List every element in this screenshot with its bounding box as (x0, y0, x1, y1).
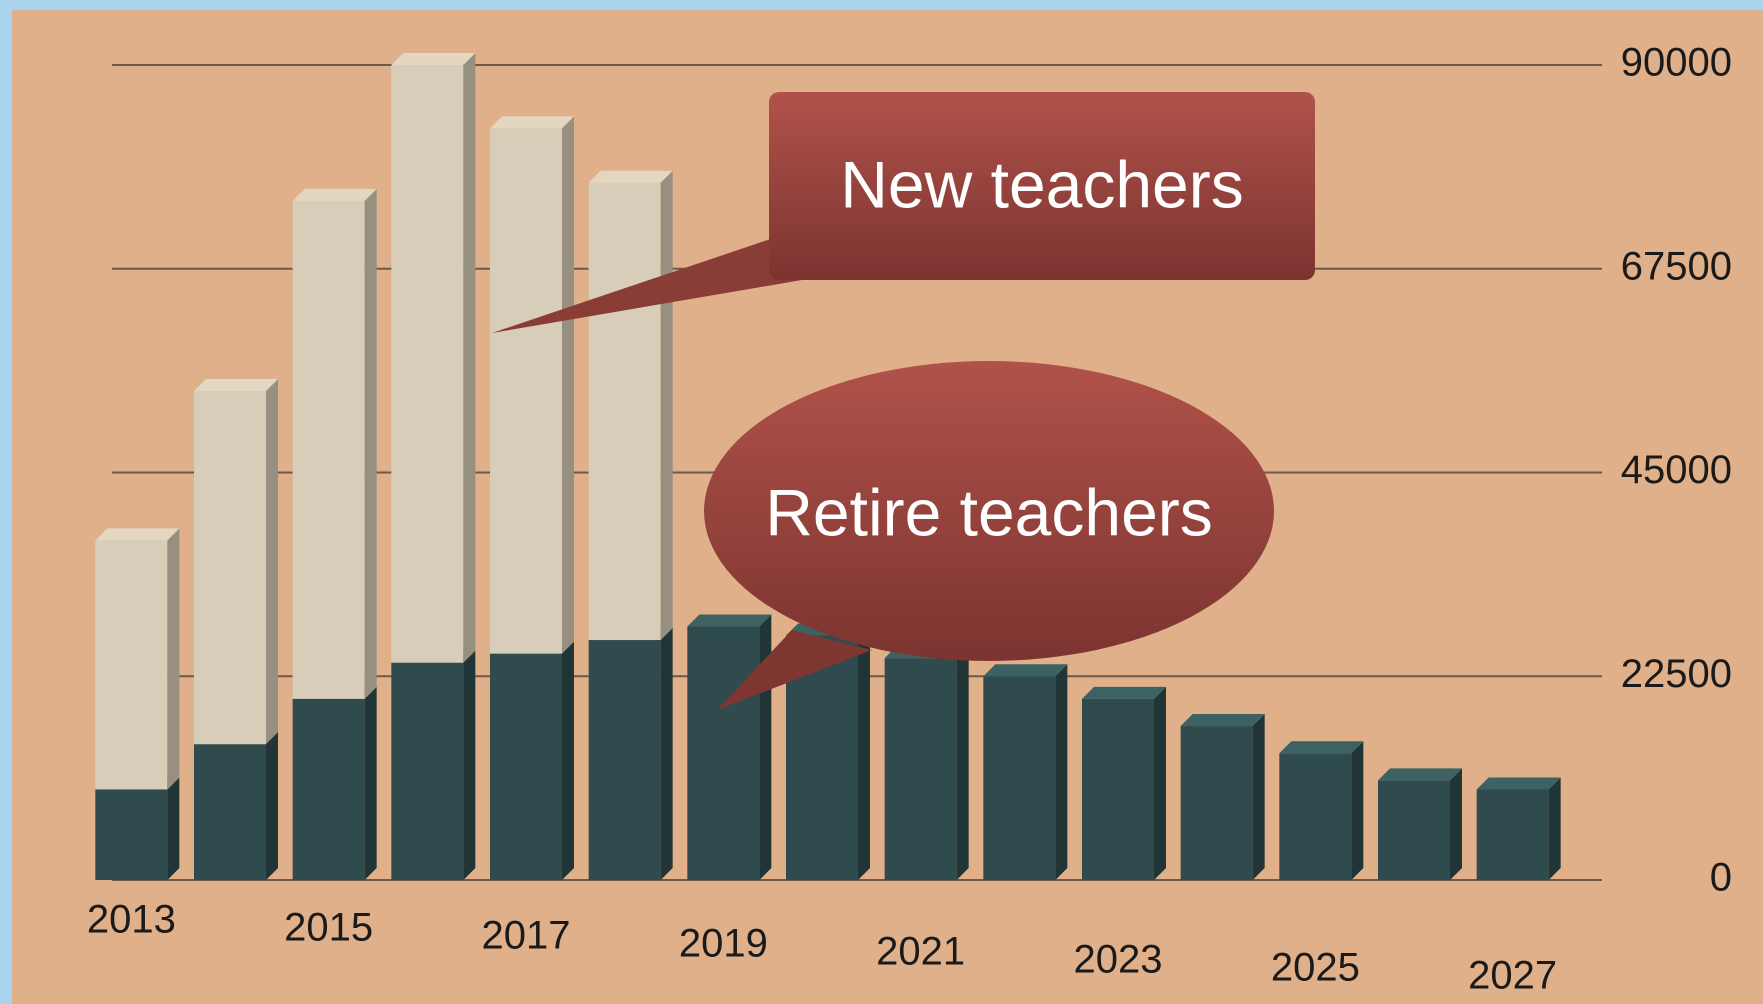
bar-top (1279, 741, 1363, 753)
bar-side (562, 116, 574, 653)
bar (885, 646, 969, 880)
legend-label: New teachers (840, 147, 1244, 221)
bar-front (95, 540, 167, 789)
x-tick-label: 2023 (1074, 938, 1163, 982)
bar-side (266, 732, 278, 880)
bar-front (391, 65, 463, 663)
bar (687, 614, 771, 880)
x-tick-label: 2021 (876, 930, 965, 974)
bar-front (1082, 699, 1154, 880)
bar-side (1351, 741, 1363, 880)
bar-front (490, 128, 562, 653)
bar-side (1055, 664, 1067, 880)
bar-side (1154, 687, 1166, 880)
bar (391, 53, 475, 663)
bar (1279, 741, 1363, 880)
screen: 0 22500 45000 67500 90000 2013 2015 2017 2019 202… (0, 0, 1763, 1004)
bar-side (167, 528, 179, 789)
bar-top (95, 528, 179, 540)
bar (95, 777, 179, 880)
bar-side (463, 53, 475, 663)
bar (1181, 714, 1265, 880)
bar-front (885, 658, 957, 880)
bar (391, 651, 475, 880)
bar-front (194, 744, 266, 880)
bar-front (983, 676, 1055, 880)
bar (589, 628, 673, 880)
bar-top (1181, 714, 1265, 726)
y-tick-label: 67500 (1621, 244, 1732, 288)
y-tick-label: 22500 (1621, 652, 1732, 696)
bar (293, 189, 377, 699)
bar-top (391, 53, 475, 65)
y-tick-label: 45000 (1621, 448, 1732, 492)
bar-front (1477, 789, 1549, 880)
bar-front (1279, 753, 1351, 880)
bar-side (858, 624, 870, 881)
bar-side (266, 379, 278, 744)
bar (194, 379, 278, 744)
bar-front (687, 626, 759, 880)
x-tick-label: 2027 (1468, 954, 1557, 998)
x-tick-label: 2013 (87, 898, 176, 942)
bar-side (167, 777, 179, 880)
bar-front (391, 663, 463, 880)
bar-top (490, 116, 574, 128)
bar-side (1549, 777, 1561, 880)
y-tick-label: 90000 (1621, 41, 1732, 85)
bar-side (562, 642, 574, 880)
x-tick-label: 2017 (482, 914, 571, 958)
bar-front (293, 699, 365, 880)
bar (95, 528, 179, 789)
bar-front (1181, 726, 1253, 880)
bar-top (194, 379, 278, 391)
bar-front (490, 654, 562, 880)
bar-front (589, 183, 661, 640)
bar-side (463, 651, 475, 880)
bar-top (1477, 777, 1561, 789)
bar-side (365, 189, 377, 699)
bar-side (1450, 768, 1462, 880)
bar-side (661, 171, 673, 640)
bar-front (293, 201, 365, 699)
bar (490, 642, 574, 880)
bar-side (365, 687, 377, 880)
x-tick-label: 2019 (679, 922, 768, 966)
bar-top (983, 664, 1067, 676)
bar-side (1253, 714, 1265, 880)
bar-side (957, 646, 969, 880)
legend-label: Retire teachers (765, 475, 1213, 549)
bar-side (661, 628, 673, 880)
x-tick-label: 2015 (284, 906, 373, 950)
bar (1082, 687, 1166, 880)
bar-top (1378, 768, 1462, 780)
y-tick-label: 0 (1710, 856, 1732, 900)
bar-top (293, 189, 377, 201)
bar (490, 116, 574, 653)
bar (1378, 768, 1462, 880)
bar (293, 687, 377, 880)
x-tick-label: 2025 (1271, 946, 1360, 990)
bar-top (1082, 687, 1166, 699)
bar (983, 664, 1067, 880)
bar (589, 171, 673, 640)
bar-top (589, 171, 673, 183)
bar-front (589, 640, 661, 880)
chart: 0 22500 45000 67500 90000 2013 2015 2017 2019 202… (12, 10, 1763, 1004)
bar-front (95, 789, 167, 880)
bar (194, 732, 278, 880)
bar (1477, 777, 1561, 880)
bar-top (687, 614, 771, 626)
bar-front (194, 391, 266, 744)
bar-front (1378, 780, 1450, 880)
